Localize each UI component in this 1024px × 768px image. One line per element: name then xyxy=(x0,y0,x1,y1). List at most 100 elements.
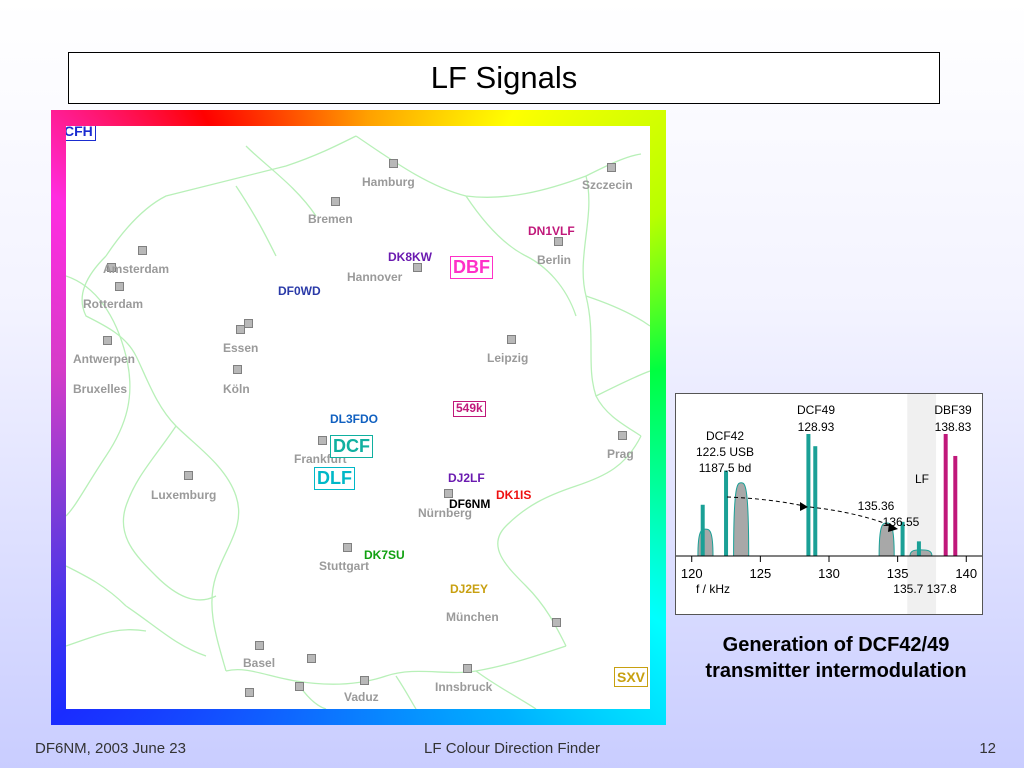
x-tick-label: 125 xyxy=(750,566,772,581)
city-marker xyxy=(236,325,245,334)
station-box-dbf: DBF xyxy=(450,256,493,279)
station-box-dlf: DLF xyxy=(314,467,355,490)
city-marker xyxy=(618,431,627,440)
city-marker xyxy=(413,263,422,272)
station-dk7su: DK7SU xyxy=(364,548,405,562)
city-marker xyxy=(307,654,316,663)
city-label-koeln: Köln xyxy=(223,382,250,396)
slide-title: LF Signals xyxy=(68,52,940,104)
intermod-arrow-2 xyxy=(809,506,895,528)
corner-label-sxv: SXV xyxy=(614,667,649,687)
city-label-prag: Prag xyxy=(607,447,634,461)
station-df6nm: DF6NM xyxy=(449,497,491,511)
city-label-essen: Essen xyxy=(223,341,259,355)
annot-mix1: 135.36 xyxy=(858,499,895,513)
chart-caption: Generation of DCF42/49 transmitter inter… xyxy=(670,632,1002,684)
city-marker xyxy=(184,471,193,480)
city-marker xyxy=(295,682,304,691)
city-label-nuernberg: Nürnberg xyxy=(418,506,472,520)
city-label-innsbruck: Innsbruck xyxy=(435,680,493,694)
x-tick-label: 120 xyxy=(681,566,703,581)
city-marker xyxy=(554,237,563,246)
lf-band-label: LF xyxy=(915,472,929,486)
city-label-bremen: Bremen xyxy=(308,212,353,226)
footer-page-number: 12 xyxy=(979,740,996,757)
spectrum-panel: 120 125 130 135 140 DCF42 122.5 USB 1187.5 b… xyxy=(675,393,983,615)
city-marker xyxy=(331,197,340,206)
sideband-lobe xyxy=(878,522,895,557)
city-marker xyxy=(389,159,398,168)
station-dj2lf: DJ2LF xyxy=(448,471,485,485)
annot-dbf39-freq: 138.83 xyxy=(935,420,972,434)
city-label-stuttgart: Stuttgart xyxy=(319,559,369,573)
city-label-muenchen: München xyxy=(446,610,499,624)
footer-title: LF Colour Direction Finder xyxy=(424,740,600,757)
city-marker xyxy=(107,263,116,272)
arrow-head-1 xyxy=(800,502,808,511)
carrier-bar xyxy=(900,521,905,556)
station-dj2ey: DJ2EY xyxy=(450,582,489,596)
city-label-berlin: Berlin xyxy=(537,253,572,267)
carrier-bar xyxy=(916,541,921,556)
city-marker xyxy=(607,163,616,172)
annot-dcf42-baud: 1187.5 bd xyxy=(699,461,752,475)
city-marker xyxy=(245,688,254,697)
city-marker xyxy=(552,618,561,627)
city-marker xyxy=(233,365,242,374)
station-dk8kw: DK8KW xyxy=(388,250,432,264)
city-label-luxemburg: Luxemburg xyxy=(151,488,217,502)
city-marker xyxy=(244,319,253,328)
spectrum-chart: 120 125 130 135 140 DCF42 122.5 USB 1187.5 b… xyxy=(676,394,982,614)
annot-mix2: 136.55 xyxy=(883,515,920,529)
map-border-lines xyxy=(66,135,650,709)
lf-band-shade xyxy=(907,394,937,614)
sideband-lobe xyxy=(909,549,933,557)
city-marker xyxy=(138,246,147,255)
intermod-arrow-1 xyxy=(726,496,805,507)
city-marker xyxy=(343,543,352,552)
city-marker xyxy=(444,489,453,498)
station-box-549k: 549k xyxy=(453,401,486,417)
city-label-hamburg: Hamburg xyxy=(362,175,415,189)
station-dk1is: DK1IS xyxy=(496,488,532,502)
x-axis-label: f / kHz xyxy=(696,582,730,596)
city-label-vaduz: Vaduz xyxy=(344,690,379,704)
carrier-bar xyxy=(943,434,948,556)
city-label-antwerpen: Antwerpen xyxy=(73,352,136,366)
city-label-rotterdam: Rotterdam xyxy=(83,297,144,311)
carrier-bar xyxy=(813,446,818,556)
annot-dcf49-name: DCF49 xyxy=(797,403,835,417)
x-tick-label: 140 xyxy=(955,566,977,581)
arrow-head-2 xyxy=(888,523,898,532)
city-label-leipzig: Leipzig xyxy=(487,351,529,365)
station-box-dcf: DCF xyxy=(330,435,373,458)
sideband-lobe xyxy=(733,482,750,557)
carrier-bar xyxy=(953,455,958,556)
sideband-lobe xyxy=(697,528,714,557)
city-marker xyxy=(463,664,472,673)
city-marker xyxy=(507,335,516,344)
city-label-szczecin: Szczecin xyxy=(582,178,633,192)
carrier-bar xyxy=(806,434,811,556)
city-marker xyxy=(115,282,124,291)
station-dn1vlf: DN1VLF xyxy=(528,224,575,238)
station-dl3fdo: DL3FDO xyxy=(330,412,378,426)
annot-dbf39-name: DBF39 xyxy=(934,403,972,417)
annot-dcf42-name: DCF42 xyxy=(706,429,744,443)
city-label-hannover: Hannover xyxy=(347,270,403,284)
station-df0wd: DF0WD xyxy=(278,284,321,298)
x-tick-label: 130 xyxy=(818,566,840,581)
annot-dcf49-freq: 128.93 xyxy=(798,420,835,434)
caption-line-1: Generation of DCF42/49 xyxy=(722,634,950,656)
carrier-bar xyxy=(724,470,729,556)
city-label-basel: Basel xyxy=(243,656,276,670)
city-marker xyxy=(360,676,369,685)
footer-author-date: DF6NM, 2003 June 23 xyxy=(35,740,186,757)
carrier-bar xyxy=(700,504,705,556)
city-marker xyxy=(255,641,264,650)
germany-map: Hamburg Szczecin Bremen Amsterdam Rotter… xyxy=(66,126,650,709)
city-label-bruxelles: Bruxelles xyxy=(73,382,128,396)
caption-line-2: transmitter intermodulation xyxy=(705,660,967,682)
city-marker xyxy=(103,336,112,345)
x-tick-label: 135 xyxy=(887,566,909,581)
